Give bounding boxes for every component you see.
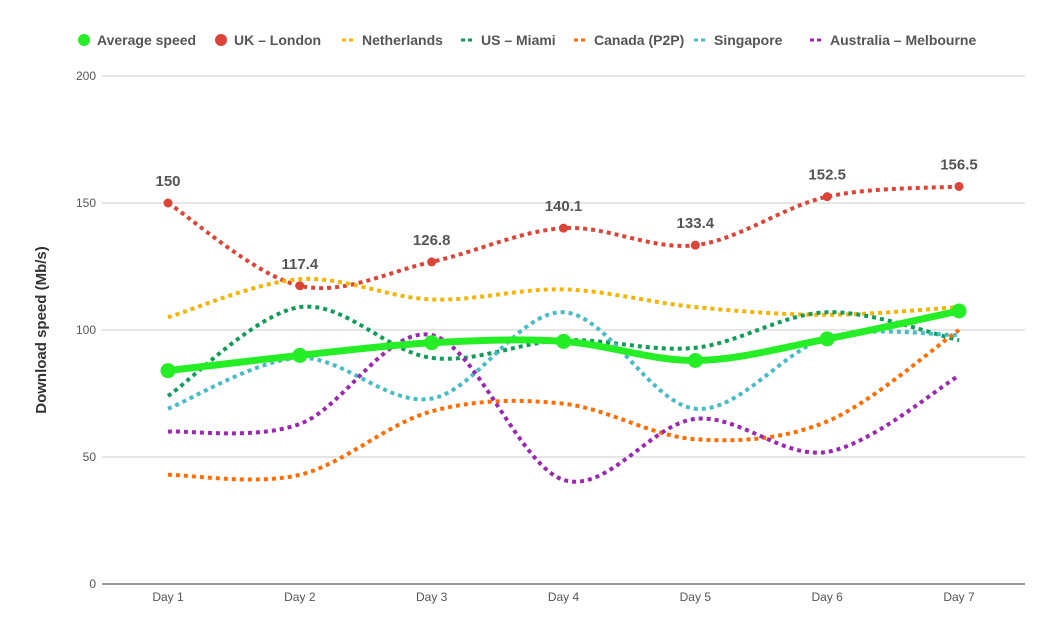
data-point-average-speed [292, 347, 308, 363]
series-line-australia-melbourne [167, 332, 961, 484]
x-tick-label: Day 1 [152, 590, 184, 604]
data-label: 117.4 [281, 256, 318, 273]
legend: Average speed UK – London Netherlands US – … [78, 32, 976, 48]
x-tick-label: Day 7 [943, 590, 975, 604]
series-line-netherlands [167, 276, 960, 320]
data-point-average-speed [424, 335, 440, 351]
data-point-average-speed [556, 333, 571, 349]
x-tick-label: Day 2 [284, 590, 316, 604]
data-point-average-speed [951, 303, 967, 319]
data-label: 133.4 [677, 215, 715, 232]
data-label: 156.5 [940, 156, 978, 173]
data-point-uk-london [427, 257, 437, 267]
data-point-uk-london [822, 192, 832, 202]
series-markers [160, 181, 967, 379]
legend-label-netherlands: Netherlands [362, 32, 443, 48]
data-label: 152.5 [808, 167, 846, 184]
data-label: 126.8 [413, 232, 451, 249]
x-axis-ticks: Day 1 Day 2 Day 3 Day 4 Day 5 Day 6 Day 7 [152, 590, 975, 604]
data-labels: 150 117.4 126.8 140.1 133.4 152.5 156.5 [155, 156, 977, 272]
data-point-uk-london [295, 281, 305, 291]
legend-label-australia-melbourne: Australia – Melbourne [830, 32, 976, 48]
y-axis-ticks: 0 50 100 150 200 [76, 69, 96, 591]
y-tick-label: 100 [76, 323, 96, 337]
series-line-us-miami [166, 304, 960, 398]
x-tick-label: Day 5 [680, 590, 712, 604]
data-point-average-speed [687, 352, 703, 368]
data-label: 140.1 [545, 198, 583, 215]
x-tick-label: Day 6 [811, 590, 843, 604]
data-point-uk-london [163, 198, 173, 208]
legend-label-singapore: Singapore [714, 32, 783, 48]
legend-swatch-uk-london [215, 34, 227, 46]
y-tick-label: 200 [76, 69, 96, 83]
data-point-uk-london [954, 181, 964, 191]
data-point-uk-london [690, 240, 700, 250]
data-label: 150 [155, 173, 180, 190]
series-line-canada-p2p [167, 328, 961, 482]
x-tick-label: Day 4 [548, 590, 580, 604]
data-point-average-speed [819, 331, 835, 347]
series-line-singapore [167, 310, 960, 411]
legend-label-uk-london: UK – London [234, 32, 321, 48]
legend-swatch-average-speed [78, 34, 90, 46]
data-point-uk-london [559, 223, 568, 233]
legend-label-average-speed: Average speed [97, 32, 196, 48]
legend-label-canada-p2p: Canada (P2P) [594, 32, 684, 48]
y-tick-label: 150 [76, 196, 96, 210]
y-tick-label: 0 [89, 577, 96, 591]
y-axis-label: Download speed (Mb/s) [33, 246, 50, 414]
y-tick-label: 50 [83, 450, 97, 464]
data-point-average-speed [160, 363, 176, 379]
x-tick-label: Day 3 [416, 590, 448, 604]
legend-label-us-miami: US – Miami [481, 32, 556, 48]
